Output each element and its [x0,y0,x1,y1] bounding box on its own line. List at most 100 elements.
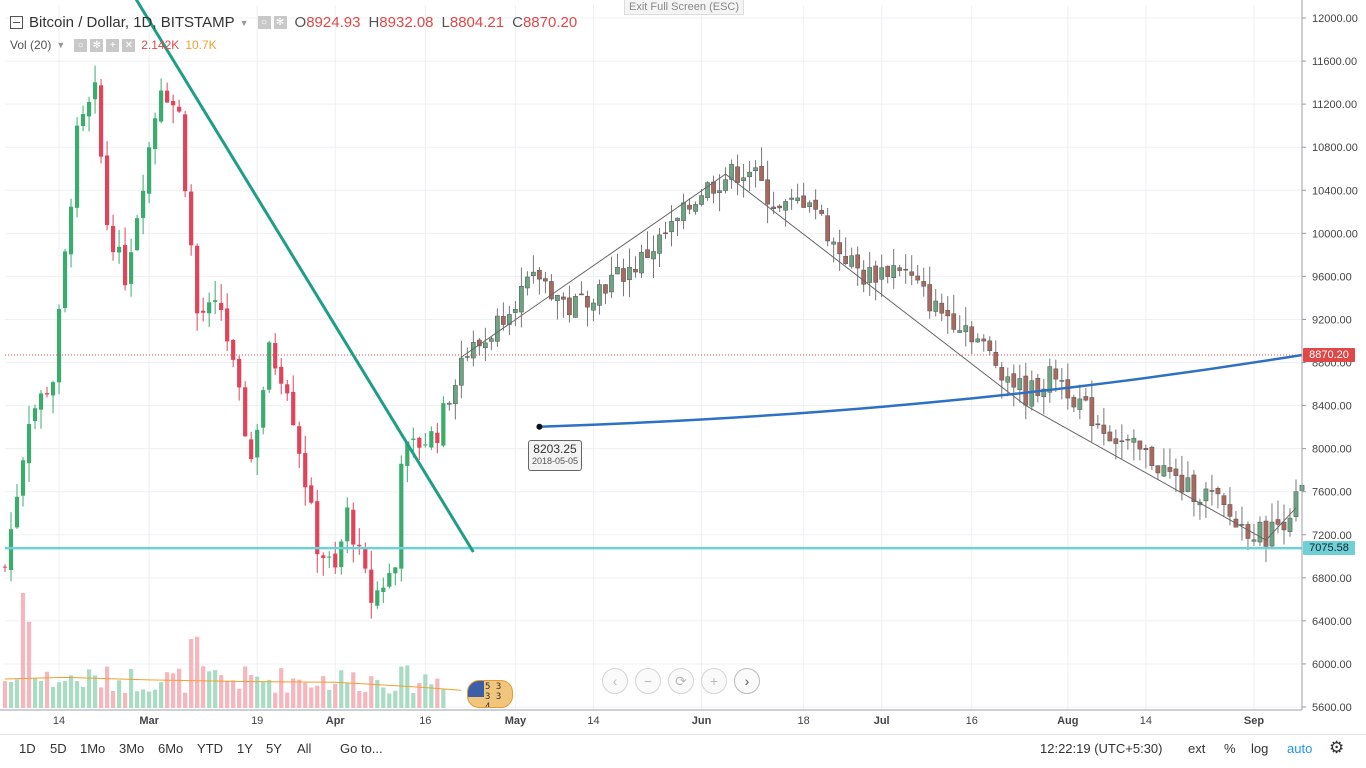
candle-body [561,296,566,300]
candle-body [1083,396,1089,401]
chevron-down-icon[interactable]: ▼ [56,40,66,50]
volume-bar [153,689,158,708]
exit-fullscreen-button[interactable]: Exit Full Screen (ESC) [624,0,745,15]
volume-bar [14,679,20,708]
candle-body [951,313,957,330]
candle-body [567,297,572,316]
range-ytd[interactable]: YTD [197,741,223,756]
candle-body [885,265,891,277]
range-5y[interactable]: 5Y [266,741,282,756]
zoom-in-icon[interactable]: + [701,668,727,694]
gear-icon[interactable]: ✻ [273,16,287,29]
volume-bar [38,680,44,708]
chevron-right-icon[interactable]: › [734,668,760,694]
volume-value: 2.142K [141,38,180,52]
candle-body [327,556,332,558]
zoom-out-icon[interactable]: − [635,668,661,694]
volume-bar [32,678,38,708]
volume-bar [435,678,440,708]
range-1d[interactable]: 1D [19,741,36,756]
volume-bar [333,684,338,708]
goto-button[interactable]: Go to... [340,741,383,756]
candle-body [819,210,824,214]
candle-body [44,393,50,395]
clock[interactable]: 12:22:19 (UTC+5:30) [1040,741,1163,756]
volume-bar [147,691,152,708]
volume-bar [44,671,50,708]
chevron-down-icon[interactable]: ▼ [239,17,249,28]
close-label: C [512,14,523,31]
candle-body [999,367,1005,381]
range-3mo[interactable]: 3Mo [119,741,145,756]
range-all[interactable]: All [297,741,312,756]
candle-body [351,509,356,545]
candle-body [789,197,794,200]
volume-bar [225,681,230,708]
range-6mo[interactable]: 6Mo [158,741,184,756]
candle-body [429,431,434,448]
range-5d[interactable]: 5D [50,741,67,756]
candle-body [189,191,194,246]
candle-body [921,281,927,287]
percent-toggle[interactable]: % [1224,741,1236,756]
candle-body [363,547,368,569]
candle-body [1245,524,1251,539]
eye-icon[interactable]: ○ [74,38,88,52]
volume-bar [237,688,242,708]
candle-body [549,281,554,300]
candle-body [1059,380,1065,382]
candle-body [26,423,32,464]
symbol-title[interactable]: Bitcoin / Dollar, 1D, BITSTAMP [29,14,235,31]
x-tick-label: Sep [1244,715,1264,727]
volume-bar [201,666,206,708]
candle-body [1077,398,1083,410]
candles [2,65,1305,619]
x-tick-label: Jun [692,715,712,727]
volume-bar [80,686,86,708]
candle-body [543,278,548,282]
chevron-left-icon[interactable]: ‹ [602,668,628,694]
drawings[interactable] [5,0,1303,553]
candle-body [207,302,212,314]
curve-anchor-label: 8203.25 2018-05-05 [528,440,582,471]
auto-toggle[interactable]: auto [1287,741,1313,756]
candle-body [1143,448,1149,451]
candle-body [1227,504,1233,517]
gear-icon[interactable]: ⚙ [1329,738,1345,757]
volume-ma-line [4,676,462,691]
candle-body [116,246,122,253]
volume-bar [351,672,356,708]
candle-body [675,217,680,221]
candle-body [399,463,404,569]
candle-body [537,270,542,280]
candle-body [231,339,236,360]
y-tick-label: 8400.00 [1312,401,1352,413]
candle-body [8,529,14,570]
economic-events-badge[interactable]: 5 3 3 3 4 [467,680,513,708]
plus-icon[interactable]: + [106,38,120,52]
range-1y[interactable]: 1Y [237,741,253,756]
level-price-tag: 7075.58 [1303,541,1355,555]
candle-body [765,179,770,205]
close-icon[interactable]: ✕ [122,38,136,52]
y-tick-label: 10000.00 [1312,228,1358,240]
volume-bar [441,689,446,708]
collapse-icon[interactable] [10,16,23,29]
x-tick-label: Jul [874,715,890,727]
ext-toggle[interactable]: ext [1188,741,1206,756]
candle-body [705,182,710,198]
high-value: 8932.08 [379,14,434,31]
y-tick-label: 7200.00 [1312,530,1352,542]
range-1mo[interactable]: 1Mo [80,741,106,756]
log-toggle[interactable]: log [1251,741,1269,756]
candle-body [759,166,764,181]
eye-icon[interactable]: ○ [257,16,271,29]
volume-pane [2,593,462,708]
volume-title[interactable]: Vol (20) [10,38,52,52]
candle-body [159,90,164,122]
candle-body [909,271,915,276]
x-tick-label: May [505,715,527,727]
reset-icon[interactable]: ⟳ [668,668,694,694]
gear-icon[interactable]: ✻ [90,38,104,52]
